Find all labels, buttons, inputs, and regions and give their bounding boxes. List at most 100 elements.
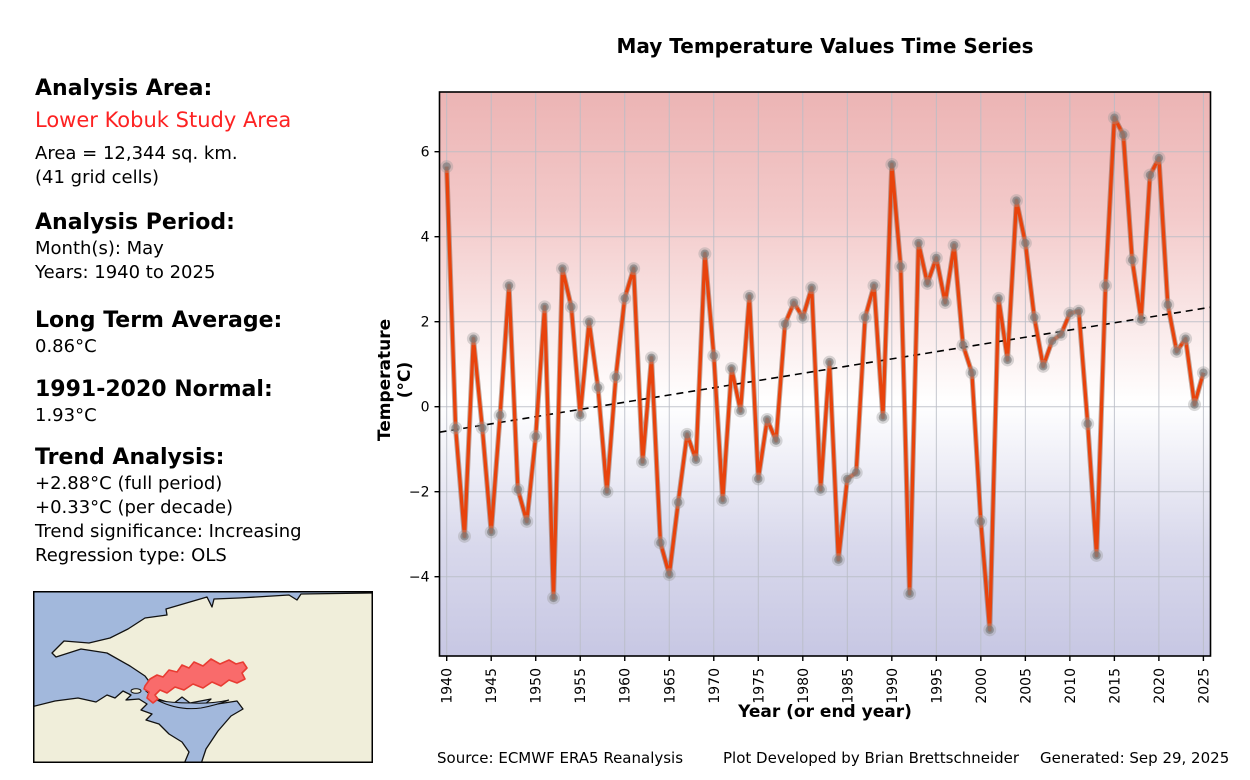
data-point-marker xyxy=(994,294,1003,303)
x-tick-label: 1950 xyxy=(529,668,545,704)
data-point-marker xyxy=(843,474,852,484)
data-point-marker xyxy=(576,411,585,420)
normal-value: 1.93°C xyxy=(35,405,97,426)
data-point-marker xyxy=(798,313,807,322)
data-point-marker xyxy=(727,364,736,373)
map-island xyxy=(130,688,142,694)
y-tick-label: 6 xyxy=(421,145,430,161)
data-point-marker xyxy=(451,423,460,433)
data-point-marker xyxy=(1074,306,1083,316)
x-tick-label: 1965 xyxy=(662,668,678,704)
data-point-marker xyxy=(602,487,612,496)
data-point-marker xyxy=(1181,334,1190,343)
data-point-marker xyxy=(1127,255,1137,265)
y-tick-label: 4 xyxy=(421,230,430,246)
data-point-marker xyxy=(1136,315,1146,324)
data-point-marker xyxy=(941,298,950,307)
study-area-name: Lower Kobuk Study Area xyxy=(35,108,292,132)
data-point-marker xyxy=(1056,330,1066,339)
data-point-marker xyxy=(638,457,647,467)
x-tick-label: 1995 xyxy=(929,668,945,704)
plot-background xyxy=(439,92,1211,656)
x-tick-label: 1940 xyxy=(440,668,456,704)
long-term-average-value: 0.86°C xyxy=(35,336,97,357)
data-point-marker xyxy=(682,430,692,439)
data-point-marker xyxy=(771,436,781,445)
data-point-marker xyxy=(469,334,478,343)
data-point-marker xyxy=(905,589,914,598)
data-point-marker xyxy=(442,162,451,171)
y-tick-label: −4 xyxy=(409,570,430,586)
data-point-marker xyxy=(1047,336,1057,346)
source-note: Source: ECMWF ERA5 Reanalysis xyxy=(437,749,684,767)
data-point-marker xyxy=(1092,551,1101,560)
trend-line xyxy=(439,306,1211,434)
data-point-marker xyxy=(567,302,576,312)
info-panel: Analysis Area: Lower Kobuk Study Area Ar… xyxy=(35,76,415,568)
data-point-marker xyxy=(531,432,540,441)
data-point-marker xyxy=(504,281,514,290)
regression-type: Regression type: OLS xyxy=(35,545,227,566)
data-point-marker xyxy=(700,249,710,258)
credit-note: Plot Developed by Brian Brettschneider xyxy=(723,749,1020,767)
data-point-marker xyxy=(1083,419,1092,428)
data-point-marker xyxy=(487,527,496,537)
x-tick-label: 2010 xyxy=(1063,668,1079,704)
data-point-marker xyxy=(816,485,825,494)
area-size: Area = 12,344 sq. km. xyxy=(35,143,238,164)
data-point-marker xyxy=(620,294,629,303)
long-term-average-heading: Long Term Average: xyxy=(35,308,283,333)
data-point-marker xyxy=(1021,238,1030,248)
data-point-marker xyxy=(1154,153,1164,163)
x-tick-label: 1960 xyxy=(618,668,634,704)
data-point-marker xyxy=(896,262,905,271)
data-point-marker xyxy=(1101,281,1110,290)
data-point-marker xyxy=(629,264,638,273)
data-point-marker xyxy=(1065,309,1075,318)
data-point-marker xyxy=(1163,300,1172,309)
data-point-marker xyxy=(656,538,665,547)
x-tick-label: 1955 xyxy=(573,668,589,704)
data-point-marker xyxy=(1110,113,1119,122)
grid-cells: (41 grid cells) xyxy=(35,167,159,188)
data-point-marker xyxy=(558,264,567,273)
data-point-marker xyxy=(1145,170,1155,180)
data-point-marker xyxy=(1172,347,1181,356)
data-point-marker xyxy=(549,593,558,603)
x-tick-label: 1970 xyxy=(707,668,723,704)
data-point-marker xyxy=(860,313,870,322)
data-point-marker xyxy=(754,474,763,484)
plot-border xyxy=(438,91,1212,657)
x-tick-label: 2005 xyxy=(1018,668,1034,704)
data-point-marker xyxy=(593,383,603,392)
data-point-marker xyxy=(1190,400,1199,409)
data-point-marker xyxy=(495,411,505,420)
data-point-marker xyxy=(665,570,674,579)
y-tick-label: 0 xyxy=(421,400,430,416)
data-point-marker xyxy=(923,279,932,288)
data-point-marker xyxy=(949,241,959,250)
data-point-marker xyxy=(513,485,523,494)
x-tick-label: 1990 xyxy=(885,668,901,704)
data-point-marker xyxy=(1199,368,1208,377)
data-point-marker xyxy=(647,353,656,363)
data-point-marker xyxy=(852,468,861,477)
data-point-marker xyxy=(976,517,986,526)
locator-map xyxy=(33,591,373,763)
x-tick-label: 1980 xyxy=(796,668,812,704)
data-point-marker xyxy=(780,319,790,329)
data-point-marker xyxy=(478,423,487,433)
x-axis-label: Year (or end year) xyxy=(738,702,912,722)
trend-per-decade: +0.33°C (per decade) xyxy=(35,497,234,518)
data-point-marker xyxy=(673,498,683,507)
trend-significance: Trend significance: Increasing xyxy=(35,521,302,542)
data-point-marker xyxy=(736,406,745,416)
data-point-marker xyxy=(958,340,968,350)
data-point-marker xyxy=(1119,130,1128,139)
x-tick-label: 2020 xyxy=(1152,668,1168,704)
data-point-marker xyxy=(807,283,816,292)
data-point-marker xyxy=(718,496,727,505)
chart-title: May Temperature Values Time Series xyxy=(616,34,1034,58)
x-tick-label: 2015 xyxy=(1107,668,1123,704)
